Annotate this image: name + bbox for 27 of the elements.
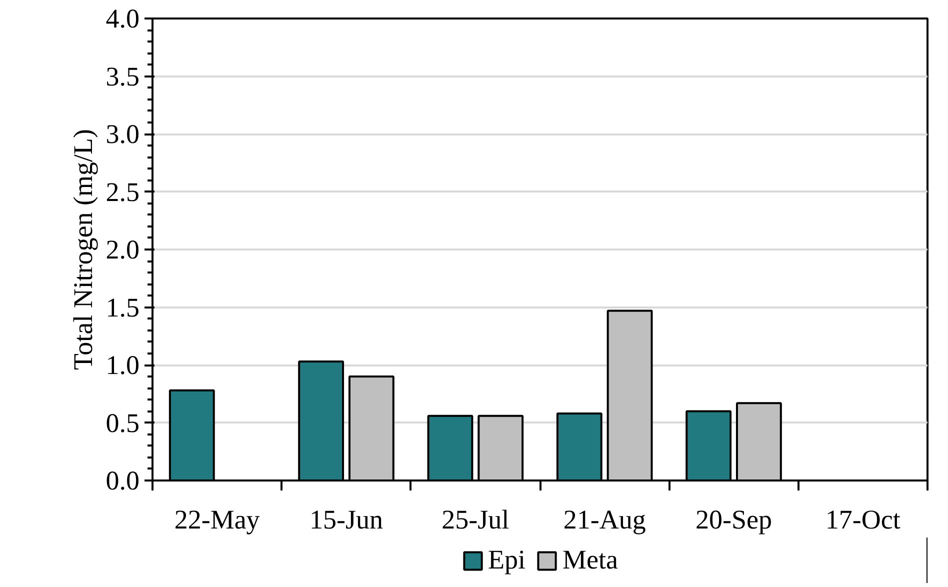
bar: [348, 376, 394, 480]
y-tick-label: 4.0: [106, 4, 140, 34]
bar: [478, 414, 524, 480]
bar: [427, 414, 474, 480]
y-tick-label: 0.0: [106, 466, 140, 496]
x-tick-label: 17-Oct: [825, 504, 901, 534]
y-tick-label: 2.0: [106, 234, 140, 264]
bar: [298, 360, 344, 480]
bar: [736, 402, 782, 480]
y-tick-label: 3.0: [106, 119, 140, 149]
y-tick-label: 1.5: [106, 292, 140, 322]
bar: [606, 310, 653, 480]
bar: [686, 410, 732, 480]
x-tick-label: 25-Jul: [442, 504, 510, 534]
x-tick-label: 22-May: [174, 504, 260, 534]
y-tick-label: 1.0: [106, 350, 140, 380]
bar: [556, 412, 602, 480]
x-tick-label: 15-Jun: [310, 504, 384, 534]
bar: [168, 389, 215, 480]
legend-label: Meta: [562, 544, 618, 576]
x-tick-label: 20-Sep: [696, 504, 772, 534]
y-axis-title: Total Nitrogen (mg/L): [68, 128, 98, 370]
y-tick-label: 2.5: [106, 176, 140, 207]
x-tick-label: 21-Aug: [563, 504, 646, 534]
y-tick-label: 0.5: [106, 408, 140, 438]
legend-label: Epi: [488, 544, 526, 576]
y-tick-label: 3.5: [106, 61, 140, 92]
